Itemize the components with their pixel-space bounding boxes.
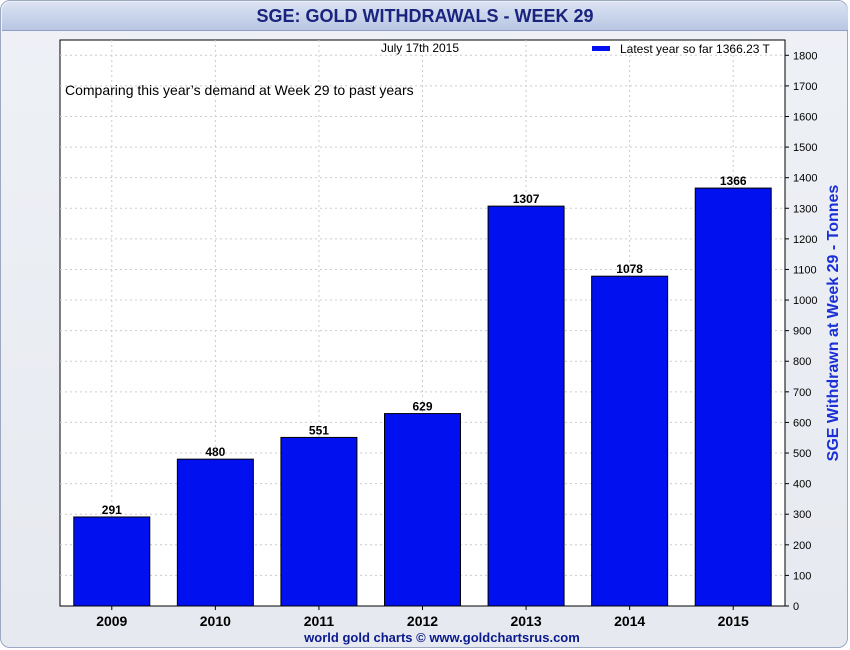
bar-2014	[591, 275, 669, 607]
bar-2015	[694, 187, 772, 607]
bar-2011	[280, 436, 358, 607]
y-tick-label: 600	[793, 417, 811, 429]
y-tick-label: 1400	[793, 173, 817, 185]
y-tick-label: 500	[793, 448, 811, 460]
y-tick-label: 100	[793, 570, 811, 582]
y-tick-label: 1500	[793, 142, 817, 154]
data-label-2012: 629	[412, 400, 432, 414]
y-tick-label: 1000	[793, 295, 817, 307]
y-tick-label: 800	[793, 356, 811, 368]
x-tick-label-2011: 2011	[304, 613, 335, 629]
data-label-2014: 1078	[616, 262, 643, 276]
y-axis-title: SGE Withdrawn at Week 29 - Tonnes	[825, 185, 842, 462]
bar-2010	[176, 458, 254, 607]
y-axis-ticks: 0 100 200 300 400 500 600 700 800 900 1000 1100 1200…	[785, 50, 817, 613]
data-label-2015: 1366	[720, 174, 747, 188]
data-label-2009: 291	[102, 503, 122, 517]
y-tick-label: 0	[793, 601, 799, 613]
comparison-note: Comparing this year’s demand at Week 29 …	[65, 82, 414, 98]
y-tick-label: 1100	[793, 264, 817, 276]
x-tick-label-2015: 2015	[718, 613, 749, 629]
bar-2013	[487, 205, 565, 607]
y-tick-label: 1600	[793, 111, 817, 123]
legend: Latest year so far 1366.23 T	[592, 42, 771, 56]
y-tick-label: 1700	[793, 81, 817, 93]
data-label-2011: 551	[309, 423, 329, 437]
legend-swatch	[592, 46, 610, 51]
bars: 291 480 551 629 1307 1078 1366	[73, 174, 772, 607]
y-tick-label: 900	[793, 326, 811, 338]
date-label: July 17th 2015	[381, 41, 459, 55]
legend-label: Latest year so far 1366.23 T	[620, 42, 771, 56]
x-tick-label-2010: 2010	[200, 613, 231, 629]
y-tick-label: 1800	[793, 50, 817, 62]
bar-2009	[73, 516, 151, 607]
y-tick-label: 1300	[793, 203, 817, 215]
y-tick-label: 700	[793, 387, 811, 399]
x-tick-label-2014: 2014	[614, 613, 645, 629]
x-axis-labels: 2009 2010 2011 2012 2013 2014 2015	[96, 606, 749, 629]
y-tick-label: 300	[793, 509, 811, 521]
y-tick-label: 200	[793, 540, 811, 552]
bar-2012	[384, 413, 461, 607]
chart-title: SGE: GOLD WITHDRAWALS - WEEK 29	[2, 2, 848, 31]
credit-line: world gold charts © www.goldchartsrus.co…	[303, 630, 580, 645]
x-tick-label-2009: 2009	[96, 613, 127, 629]
data-label-2010: 480	[205, 445, 225, 459]
y-tick-label: 1200	[793, 234, 817, 246]
data-label-2013: 1307	[513, 192, 540, 206]
x-tick-label-2013: 2013	[510, 613, 541, 629]
y-tick-label: 400	[793, 479, 811, 491]
x-tick-label-2012: 2012	[407, 613, 438, 629]
